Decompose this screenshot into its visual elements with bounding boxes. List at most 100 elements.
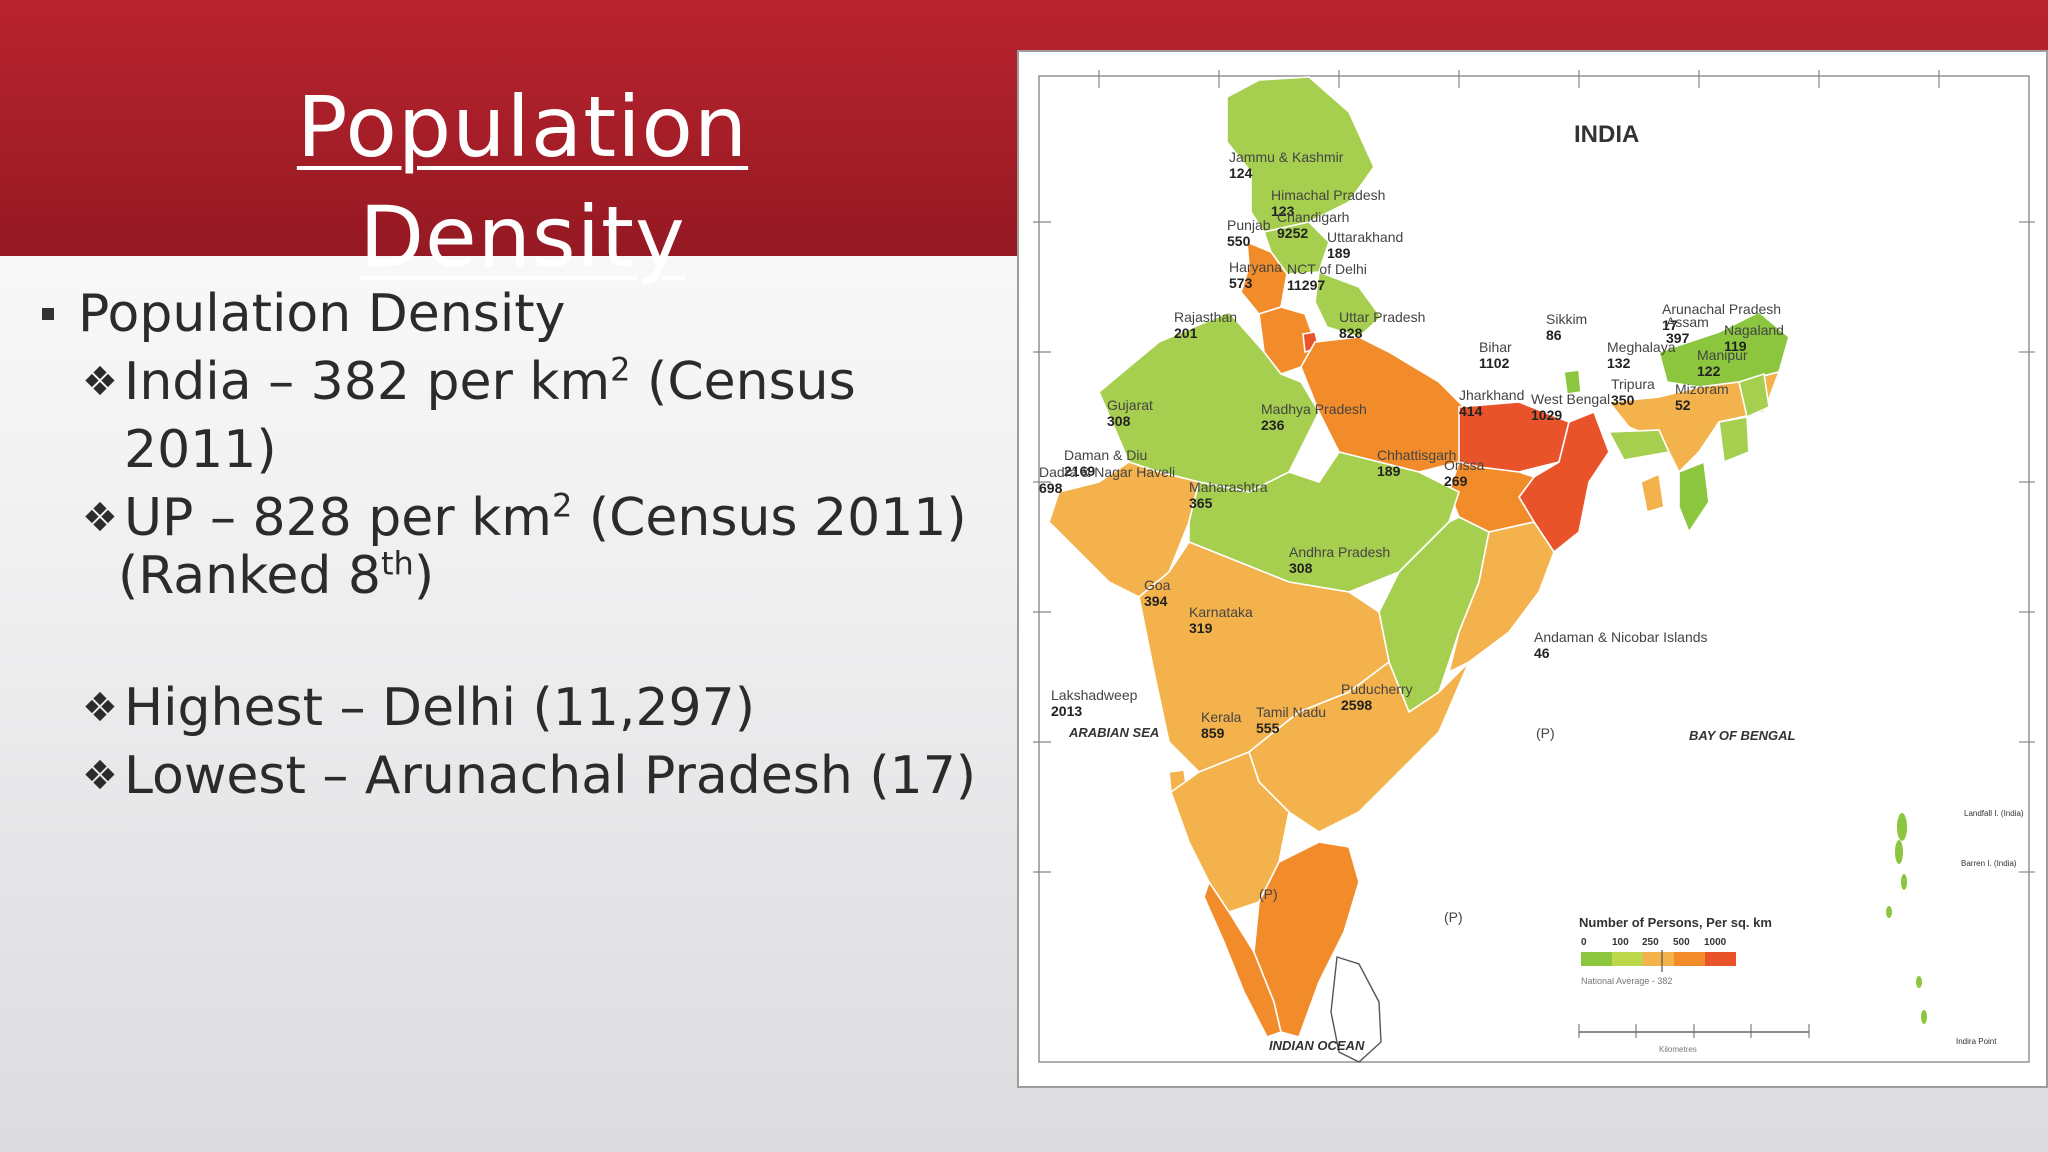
region-value-rajasthan: 201 xyxy=(1174,325,1198,341)
region-label-maharashtra: Maharashtra xyxy=(1189,479,1268,495)
up-rank-text: (Ranked 8 xyxy=(118,546,381,606)
bullet-population-density: Population Density xyxy=(38,280,1008,348)
region-value-chandigarh: 9252 xyxy=(1277,225,1308,241)
region-label-goa: Goa xyxy=(1144,577,1171,593)
region-label-daman-diu: Daman & Diu xyxy=(1064,447,1147,463)
region-orissa xyxy=(1447,521,1555,674)
diamond-bullet-icon: ❖ xyxy=(82,753,118,799)
highest-text: Highest – Delhi (11,297) xyxy=(124,678,755,738)
region-label-punjab: Punjab xyxy=(1227,217,1271,233)
legend-tick: 1000 xyxy=(1704,937,1727,948)
region-manipur xyxy=(1718,416,1750,464)
region-label-jharkhand: Jharkhand xyxy=(1459,387,1524,403)
up-rank-superscript: th xyxy=(380,544,414,583)
andaman-islands xyxy=(1886,813,1927,1024)
region-label-tamil-nadu: Tamil Nadu xyxy=(1256,704,1326,720)
region-nagaland xyxy=(1738,372,1770,419)
region-value-bihar: 1102 xyxy=(1479,355,1510,371)
region-jammu-kashmir xyxy=(1226,76,1375,233)
legend-tick: 100 xyxy=(1612,937,1629,948)
region-mizoram xyxy=(1678,460,1710,534)
slide-title: Population Density xyxy=(296,78,749,286)
state-shapes xyxy=(1048,76,1927,1063)
legend-title: Number of Persons, Per sq. km xyxy=(1579,915,1772,930)
region-label-uttar-pradesh: Uttar Pradesh xyxy=(1339,309,1425,325)
region-value-himachal-pradesh: 123 xyxy=(1271,203,1295,219)
region-label-andhra-pradesh: Andhra Pradesh xyxy=(1289,544,1390,560)
region-label-dadra-nagar-haveli: Dadra & Nagar Haveli xyxy=(1039,464,1175,480)
map-title: INDIA xyxy=(1574,121,1639,148)
content-list: Population Density ❖ India – 382 per km2… xyxy=(38,280,1008,810)
inset-label-indira: Indira Point xyxy=(1956,1037,1997,1046)
region-value-manipur: 122 xyxy=(1697,363,1721,379)
graticule-ticks xyxy=(1033,70,2035,873)
region-label-assam: Assam xyxy=(1666,314,1709,330)
india-density-text: India – 382 per km xyxy=(124,352,611,412)
subbullet-lowest: ❖ Lowest – Arunachal Pradesh (17) xyxy=(38,742,1008,810)
region-value-sikkim: 86 xyxy=(1546,327,1562,343)
region-gujarat xyxy=(1048,461,1200,598)
legend-swatches xyxy=(1581,952,1736,966)
legend-ticks: 0 100 250 500 1000 xyxy=(1581,937,1727,948)
region-label-himachal-pradesh: Himachal Pradesh xyxy=(1271,187,1385,203)
map-legend: Number of Persons, Per sq. km 0 100 250 500… xyxy=(1579,915,1772,986)
region-label-kerala: Kerala xyxy=(1201,709,1242,725)
region-value-kerala: 859 xyxy=(1201,725,1225,741)
subbullet-india: ❖ India – 382 per km2 (Census 2011) xyxy=(38,348,1008,484)
region-tripura xyxy=(1640,472,1665,514)
region-value-goa: 394 xyxy=(1144,593,1168,609)
region-label-nct-of-delhi: NCT of Delhi xyxy=(1287,261,1367,277)
india-census-text: (Census 2011) xyxy=(124,352,856,480)
p-marker: (P) xyxy=(1536,725,1555,741)
inset-label-landfall: Landfall I. (India) xyxy=(1964,809,2024,818)
region-kerala xyxy=(1203,880,1282,1038)
region-value-maharashtra: 365 xyxy=(1189,495,1213,511)
legend-swatch xyxy=(1581,952,1612,966)
legend-tick: 500 xyxy=(1673,937,1690,948)
map-neatline xyxy=(1038,75,2030,1063)
legend-tick: 250 xyxy=(1642,937,1659,948)
region-sikkim xyxy=(1563,369,1582,395)
diamond-bullet-icon: ❖ xyxy=(82,359,118,405)
region-value-andhra-pradesh: 308 xyxy=(1289,560,1313,576)
india-map-svg: INDIA ARABIAN SEA BAY OF BENGAL INDIAN O… xyxy=(1033,70,2035,1063)
region-label-haryana: Haryana xyxy=(1229,259,1282,275)
region-value-jammu-kashmir: 124 xyxy=(1229,165,1253,181)
sea-label-bengal: BAY OF BENGAL xyxy=(1689,728,1795,743)
legend-note: National Average - 382 xyxy=(1581,976,1672,986)
region-label-orissa: Orissa xyxy=(1444,457,1485,473)
region-label-chandigarh: Chandigarh xyxy=(1277,209,1349,225)
sri-lanka-outline xyxy=(1330,956,1382,1063)
legend-swatch xyxy=(1612,952,1643,966)
region-label-jammu-kashmir: Jammu & Kashmir xyxy=(1229,149,1344,165)
sea-label-indian: INDIAN OCEAN xyxy=(1269,1038,1365,1053)
legend-swatch xyxy=(1674,952,1705,966)
region-value-west-bengal: 1029 xyxy=(1531,407,1562,423)
p-marker: (P) xyxy=(1444,909,1463,925)
region-value-gujarat: 308 xyxy=(1107,413,1131,429)
region-tamil-nadu xyxy=(1253,841,1360,1038)
up-density-text: UP – 828 per km xyxy=(124,488,552,548)
region-value-lakshadweep: 2013 xyxy=(1051,703,1082,719)
scale-bar: Kilometres xyxy=(1578,1024,1810,1054)
region-label-bihar: Bihar xyxy=(1479,339,1512,355)
region-label-tripura: Tripura xyxy=(1611,376,1655,392)
p-marker: (P) xyxy=(1259,886,1278,902)
region-label-mizoram: Mizoram xyxy=(1675,381,1729,397)
region-value-haryana: 573 xyxy=(1229,275,1253,291)
region-value-arunachal-pradesh: 17 xyxy=(1662,317,1678,333)
region-label-puducherry: Puducherry xyxy=(1341,681,1413,697)
region-value-nagaland: 119 xyxy=(1724,338,1747,354)
region-label-manipur: Manipur xyxy=(1697,347,1748,363)
region-value-karnataka: 319 xyxy=(1189,620,1213,636)
p-markers: (P) (P) (P) xyxy=(1259,725,1555,925)
region-value-tripura: 350 xyxy=(1611,392,1635,408)
region-label-meghalaya: Meghalaya xyxy=(1607,339,1676,355)
region-label-andaman-nicobar-islands: Andaman & Nicobar Islands xyxy=(1534,629,1708,645)
bullet-text: Population Density xyxy=(78,284,566,344)
region-value-nct-of-delhi: 11297 xyxy=(1287,277,1325,293)
scale-label: Kilometres xyxy=(1659,1045,1697,1054)
region-label-lakshadweep: Lakshadweep xyxy=(1051,687,1138,703)
region-label-west-bengal: West Bengal xyxy=(1531,391,1610,407)
